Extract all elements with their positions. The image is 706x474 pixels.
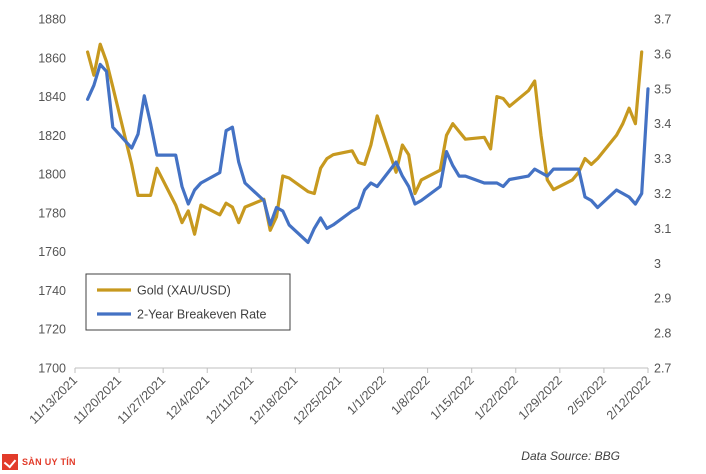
breakeven-rate-line: [86, 62, 650, 244]
left-tick-label: 1880: [38, 13, 66, 27]
right-tick-label: 3.4: [654, 117, 671, 131]
x-tick-label: 1/15/2022: [428, 373, 477, 422]
x-tick-label: 2/5/2022: [565, 373, 609, 417]
right-tick-label: 3.3: [654, 152, 671, 166]
legend-box: [85, 273, 291, 331]
site-logo: SÀN UY TÍN: [2, 452, 76, 472]
right-tick-label: 3.2: [654, 187, 671, 201]
right-axis: 2.7 2.8 2.9 3 3.1 3.2 3.3 3.4 3.5 3.6 3.7: [654, 13, 671, 376]
left-tick-label: 1700: [38, 362, 66, 376]
legend-label-gold: Gold (XAU/USD): [137, 284, 231, 298]
right-tick-label: 3.7: [654, 13, 671, 27]
x-tick-label: 11/27/2021: [115, 373, 169, 427]
left-axis: 1700 1720 1740 1760 1780 1800 1820 1840 1860 1880: [38, 13, 66, 376]
x-tick-label: 1/22/2022: [472, 373, 521, 422]
data-source-note: Data Source: BBG: [521, 449, 620, 463]
x-axis: 11/13/202111/20/202111/27/202112/4/20211…: [27, 367, 653, 427]
left-tick-label: 1720: [38, 323, 66, 337]
x-tick-label: 1/1/2022: [344, 373, 388, 417]
left-tick-label: 1860: [38, 51, 66, 65]
legend-label-breakeven: 2-Year Breakeven Rate: [137, 308, 267, 322]
right-tick-label: 2.9: [654, 292, 671, 306]
right-tick-label: 3.6: [654, 47, 671, 61]
logo-mark-icon: [2, 454, 18, 470]
right-tick-label: 3: [654, 257, 661, 271]
logo-text: SÀN UY TÍN: [22, 457, 76, 467]
right-tick-label: 3.1: [654, 222, 671, 236]
left-tick-label: 1780: [38, 206, 66, 220]
series-lines: [86, 42, 650, 244]
left-tick-label: 1820: [38, 129, 66, 143]
x-tick-label: 1/8/2022: [388, 373, 432, 417]
gold-price-line: [86, 42, 644, 236]
right-tick-label: 2.8: [654, 327, 671, 341]
left-tick-label: 1740: [38, 284, 66, 298]
right-tick-label: 2.7: [654, 362, 671, 376]
x-tick-label: 1/29/2022: [516, 373, 565, 422]
left-tick-label: 1840: [38, 90, 66, 104]
left-tick-label: 1760: [38, 245, 66, 259]
left-tick-label: 1800: [38, 168, 66, 182]
x-tick-label: 2/12/2022: [604, 373, 653, 422]
right-tick-label: 3.5: [654, 82, 671, 96]
legend: Gold (XAU/USD) 2-Year Breakeven Rate: [85, 273, 291, 331]
